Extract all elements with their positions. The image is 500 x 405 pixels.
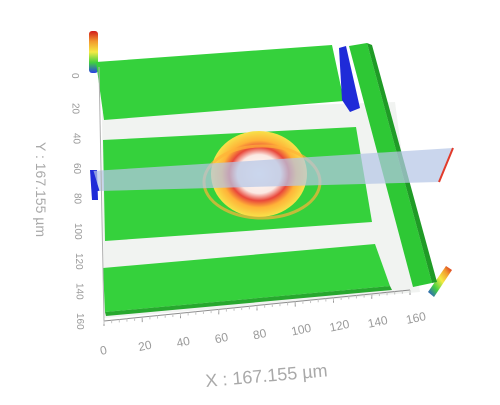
y-tick-label: 60 [71,163,82,175]
colorbar-bottom-right [428,266,452,297]
x-tick-label: 80 [252,326,268,343]
y-tick-label: 140 [73,283,84,300]
x-tick-label: 0 [99,343,109,358]
y-tick-label: 160 [74,313,85,330]
y-axis-line [98,66,105,322]
colorbar-top-left [89,31,98,73]
x-tick-label: 60 [213,330,229,347]
wall-end-top [339,46,360,112]
section-plane-edge-left [90,170,100,192]
y-tick-label: 20 [70,103,81,115]
y-tick-label: 120 [73,253,84,270]
y-tick-label: 100 [72,223,83,240]
y-axis-ticks: 0 20 40 60 80 100 120 140 160 [69,73,85,330]
surface-strip-3-edge [105,286,392,316]
y-tick-label: 80 [72,193,83,205]
x-tick-label: 40 [175,334,191,351]
x-tick-label: 160 [405,309,428,327]
y-tick-label: 40 [70,133,81,145]
x-axis-ticks: 0 20 40 60 80 100 120 140 160 [99,290,428,358]
x-tick-label: 120 [328,317,351,335]
surface-strip-1 [96,45,344,120]
section-plane [92,148,453,191]
y-tick-label: 0 [69,73,80,79]
x-axis-title: X : 167.155 µm [205,360,329,391]
y-axis-title: Y : 167.155 µm [33,142,49,237]
x-tick-label: 100 [290,321,313,339]
section-plane-edge-right [438,147,454,183]
x-tick-label: 140 [366,313,389,331]
surface-strip-3 [103,244,390,312]
x-tick-label: 20 [137,338,153,355]
